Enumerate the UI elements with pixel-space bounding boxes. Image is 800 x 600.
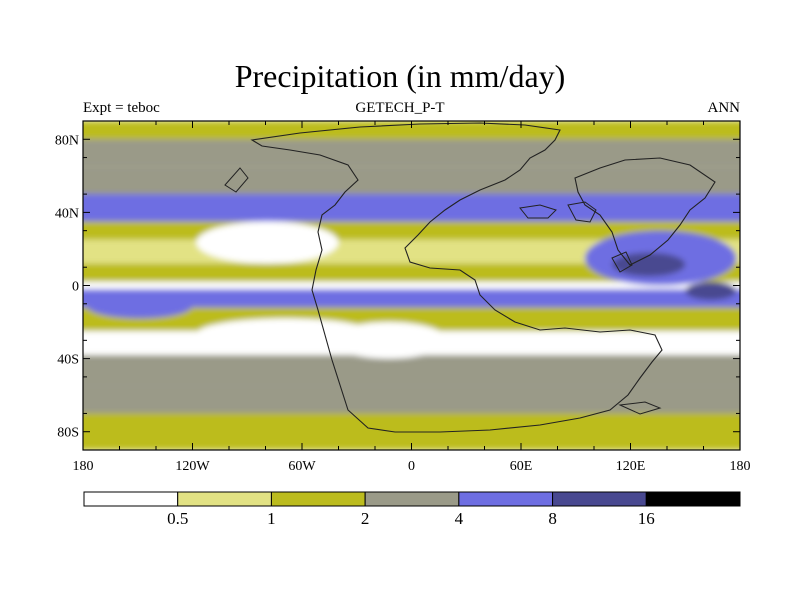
legend-label: 8 bbox=[548, 509, 557, 528]
color-legend: 0.5 1 2 4 8 16 bbox=[83, 491, 741, 528]
legend-swatch bbox=[364, 491, 460, 507]
precip-feature-5 bbox=[685, 281, 737, 301]
legend-swatch bbox=[552, 491, 647, 507]
lat-tick-label: 0 bbox=[72, 280, 79, 295]
precip-feature-2 bbox=[329, 322, 448, 359]
precip-band-3 bbox=[83, 194, 740, 222]
lat-tick-label: 80N bbox=[55, 133, 79, 148]
experiment-label: Expt = teboc bbox=[83, 100, 160, 116]
island-1 bbox=[519, 204, 557, 219]
precipitation-field bbox=[83, 121, 740, 450]
legend-label: 1 bbox=[267, 509, 276, 528]
legend-swatch bbox=[270, 491, 366, 507]
precip-band-1 bbox=[83, 139, 740, 167]
precip-band-6 bbox=[83, 263, 740, 282]
legend-label: 2 bbox=[361, 509, 370, 528]
lon-tick-label: 0 bbox=[408, 459, 415, 474]
lat-tick-label: 80S bbox=[57, 426, 79, 441]
lon-tick-label: 60E bbox=[510, 459, 533, 474]
precip-band-2 bbox=[83, 166, 740, 195]
legend-swatch bbox=[177, 491, 272, 507]
legend-swatch bbox=[83, 491, 179, 507]
lon-tick-label: 60W bbox=[288, 459, 316, 474]
period-label: ANN bbox=[707, 100, 741, 116]
lat-tick-label: 40N bbox=[55, 206, 79, 221]
legend-label: 0.5 bbox=[167, 509, 188, 528]
precip-feature-6 bbox=[86, 292, 193, 319]
coastline bbox=[224, 122, 716, 433]
lon-tick-label: 120W bbox=[175, 459, 210, 474]
lon-tick-label: 180 bbox=[73, 459, 94, 474]
precip-band-8 bbox=[83, 289, 740, 308]
legend-label: 4 bbox=[455, 509, 464, 528]
lon-tick-label: 180 bbox=[730, 459, 751, 474]
lat-tick-label: 40S bbox=[57, 353, 79, 368]
legend-swatch bbox=[458, 491, 554, 507]
legend-swatch bbox=[645, 491, 741, 507]
precip-band-7 bbox=[83, 281, 740, 290]
island-3 bbox=[224, 167, 249, 193]
lon-tick-label: 120E bbox=[616, 459, 646, 474]
pangaea-coastline bbox=[250, 122, 663, 433]
precip-feature-0 bbox=[196, 221, 339, 264]
dataset-label: GETECH_P-T bbox=[355, 100, 445, 116]
map-axes: 80N 40N 0 40S 80S 180 120W 60W 0 60E 120E 180 bbox=[55, 120, 751, 474]
island-5 bbox=[618, 401, 662, 415]
precip-band-12 bbox=[83, 386, 740, 414]
island-2 bbox=[567, 201, 597, 223]
island-4 bbox=[611, 251, 633, 273]
precip-feature-4 bbox=[612, 252, 686, 277]
legend-label: 16 bbox=[638, 509, 655, 528]
cimmeria-coastline bbox=[574, 157, 716, 266]
precip-band-0 bbox=[83, 121, 740, 140]
precip-band-11 bbox=[83, 354, 740, 387]
page-title: Precipitation (in mm/day) bbox=[234, 58, 566, 94]
